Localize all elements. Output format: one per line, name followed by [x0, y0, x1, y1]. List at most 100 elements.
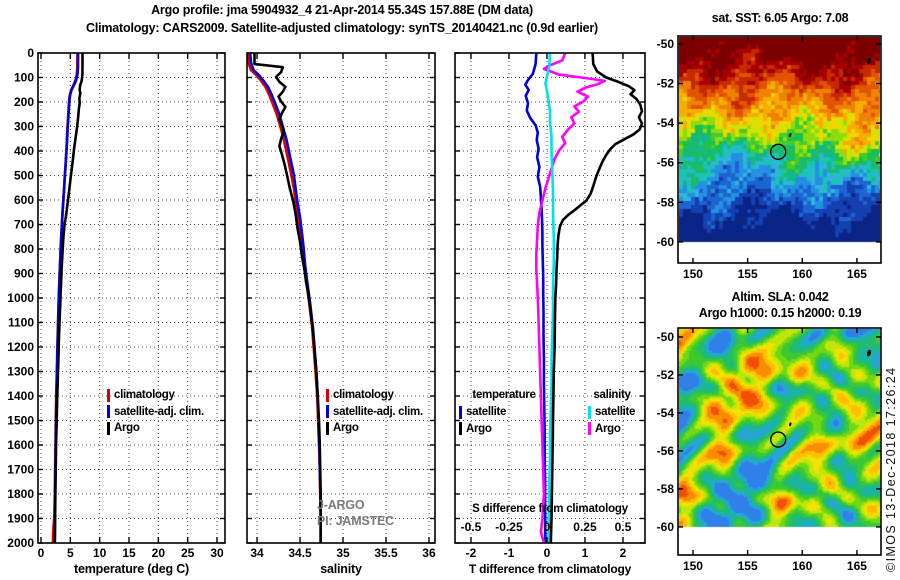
svg-text:160: 160: [792, 267, 812, 281]
svg-text:15: 15: [122, 546, 136, 560]
svg-text:400: 400: [14, 144, 34, 158]
difference-salinity-legend: satellite Argo: [588, 404, 635, 437]
svg-text:-56: -56: [657, 156, 675, 170]
svg-text:10: 10: [93, 546, 107, 560]
series-climatology: [51, 53, 79, 543]
svg-text:0.25: 0.25: [573, 520, 597, 534]
svg-text:150: 150: [683, 559, 703, 573]
series-argo-temperature: [549, 53, 644, 543]
legend-item-satellite: satellite: [459, 404, 506, 421]
sla-map-title-line1: Altim. SLA: 0.042: [731, 290, 829, 304]
svg-text:1400: 1400: [7, 389, 34, 403]
panel-temperature: 0 5 10 15 20 25 300100200300400500600700800900…: [7, 46, 226, 560]
svg-text:2: 2: [620, 546, 627, 560]
svg-text:1200: 1200: [7, 340, 34, 354]
svg-text:160: 160: [792, 559, 812, 573]
figure-title-line1: Argo profile: jma 5904932_4 21-Apr-2014 …: [151, 3, 533, 17]
svg-text:-0.25: -0.25: [495, 520, 523, 534]
series-satellite-adj-clim-: [53, 53, 80, 543]
difference-legend-salinity-header: salinity: [593, 389, 631, 401]
svg-text:0: 0: [27, 46, 34, 60]
svg-text:35: 35: [336, 546, 350, 560]
svg-text:20: 20: [152, 546, 166, 560]
svg-text:1600: 1600: [7, 438, 34, 452]
svg-text:200: 200: [14, 95, 34, 109]
svg-text:1900: 1900: [7, 512, 34, 526]
svg-text:700: 700: [14, 218, 34, 232]
satellite-clim-line-swatch: [326, 405, 329, 419]
argo-line-swatch: [326, 421, 329, 435]
svg-text:1500: 1500: [7, 414, 34, 428]
svg-text:-60: -60: [657, 520, 675, 534]
svg-text:35.5: 35.5: [374, 546, 398, 560]
svg-text:1300: 1300: [7, 365, 34, 379]
svg-text:36: 36: [422, 546, 436, 560]
svg-text:150: 150: [683, 267, 703, 281]
svg-text:0: 0: [38, 546, 45, 560]
t-difference-axis-label: T difference from climatology: [468, 562, 632, 576]
jargo-watermark-line2: PI: JAMSTEC: [317, 514, 394, 528]
series-satellite-salinity: [544, 53, 556, 543]
legend-item-argo: Argo: [588, 421, 635, 438]
sla-map: [679, 329, 880, 554]
svg-text:-56: -56: [657, 444, 675, 458]
svg-text:30: 30: [210, 546, 224, 560]
svg-text:-52: -52: [657, 368, 675, 382]
series-argo-salinity: [534, 53, 607, 543]
svg-text:1000: 1000: [7, 291, 34, 305]
svg-text:25: 25: [181, 546, 195, 560]
climatology-line-swatch: [326, 388, 329, 402]
svg-text:-60: -60: [657, 235, 675, 249]
svg-text:165: 165: [847, 267, 867, 281]
svg-text:-54: -54: [657, 116, 675, 130]
svg-text:0.5: 0.5: [615, 520, 632, 534]
svg-text:800: 800: [14, 242, 34, 256]
legend-item-argo: Argo: [107, 420, 204, 437]
svg-text:-58: -58: [657, 482, 675, 496]
legend-item-climatology: climatology: [107, 387, 204, 404]
argo-s-line-swatch: [588, 422, 591, 436]
legend-item-satellite-clim: satellite-adj. clim.: [107, 404, 204, 421]
svg-text:1700: 1700: [7, 463, 34, 477]
svg-text:0: 0: [544, 546, 551, 560]
svg-text:34.5: 34.5: [288, 546, 312, 560]
svg-text:34: 34: [250, 546, 264, 560]
salinity-axis-label: salinity: [320, 562, 362, 576]
panel-difference: -2 -1 0 1 2 -0.5 -0.25 0 0.25 0.5: [454, 52, 646, 560]
svg-text:500: 500: [14, 169, 34, 183]
svg-text:-2: -2: [466, 546, 477, 560]
difference-temperature-legend: satellite Argo: [459, 404, 506, 437]
svg-text:-50: -50: [657, 330, 675, 344]
svg-text:165: 165: [847, 559, 867, 573]
svg-text:600: 600: [14, 193, 34, 207]
jargo-watermark-line1: J-ARGO: [317, 498, 365, 512]
series-satellite-temperature: [523, 53, 547, 543]
series-satellite-adj-clim-: [248, 53, 323, 543]
svg-text:900: 900: [14, 267, 34, 281]
svg-text:0: 0: [544, 520, 551, 534]
argo-t-line-swatch: [459, 422, 462, 436]
svg-text:2000: 2000: [7, 536, 34, 550]
difference-legend-temperature-header: temperature: [472, 389, 536, 401]
sst-map: [679, 37, 880, 262]
temperature-axis-label: temperature (deg C): [74, 562, 189, 576]
legend-item-climatology: climatology: [326, 387, 423, 404]
svg-text:-1: -1: [504, 546, 515, 560]
series-argo: [253, 53, 323, 543]
satellite-s-line-swatch: [588, 405, 591, 419]
svg-text:-52: -52: [657, 77, 675, 91]
svg-text:1100: 1100: [8, 316, 34, 330]
figure-title-line2: Climatology: CARS2009. Satellite-adjuste…: [86, 21, 598, 35]
svg-text:155: 155: [738, 559, 758, 573]
s-difference-axis-label: S difference from climatology: [472, 503, 628, 515]
svg-text:-50: -50: [657, 37, 675, 51]
svg-text:-58: -58: [657, 195, 675, 209]
svg-text:-0.5: -0.5: [461, 520, 482, 534]
svg-text:100: 100: [14, 71, 34, 85]
imos-copyright-watermark: ©IMOS 13-Dec-2018 17:26:24: [884, 366, 898, 572]
series-argo: [53, 53, 84, 543]
panel-salinity: 34 34.5 35 35.5 36: [246, 52, 436, 560]
climatology-line-swatch: [107, 388, 110, 402]
svg-text:1800: 1800: [7, 487, 34, 501]
